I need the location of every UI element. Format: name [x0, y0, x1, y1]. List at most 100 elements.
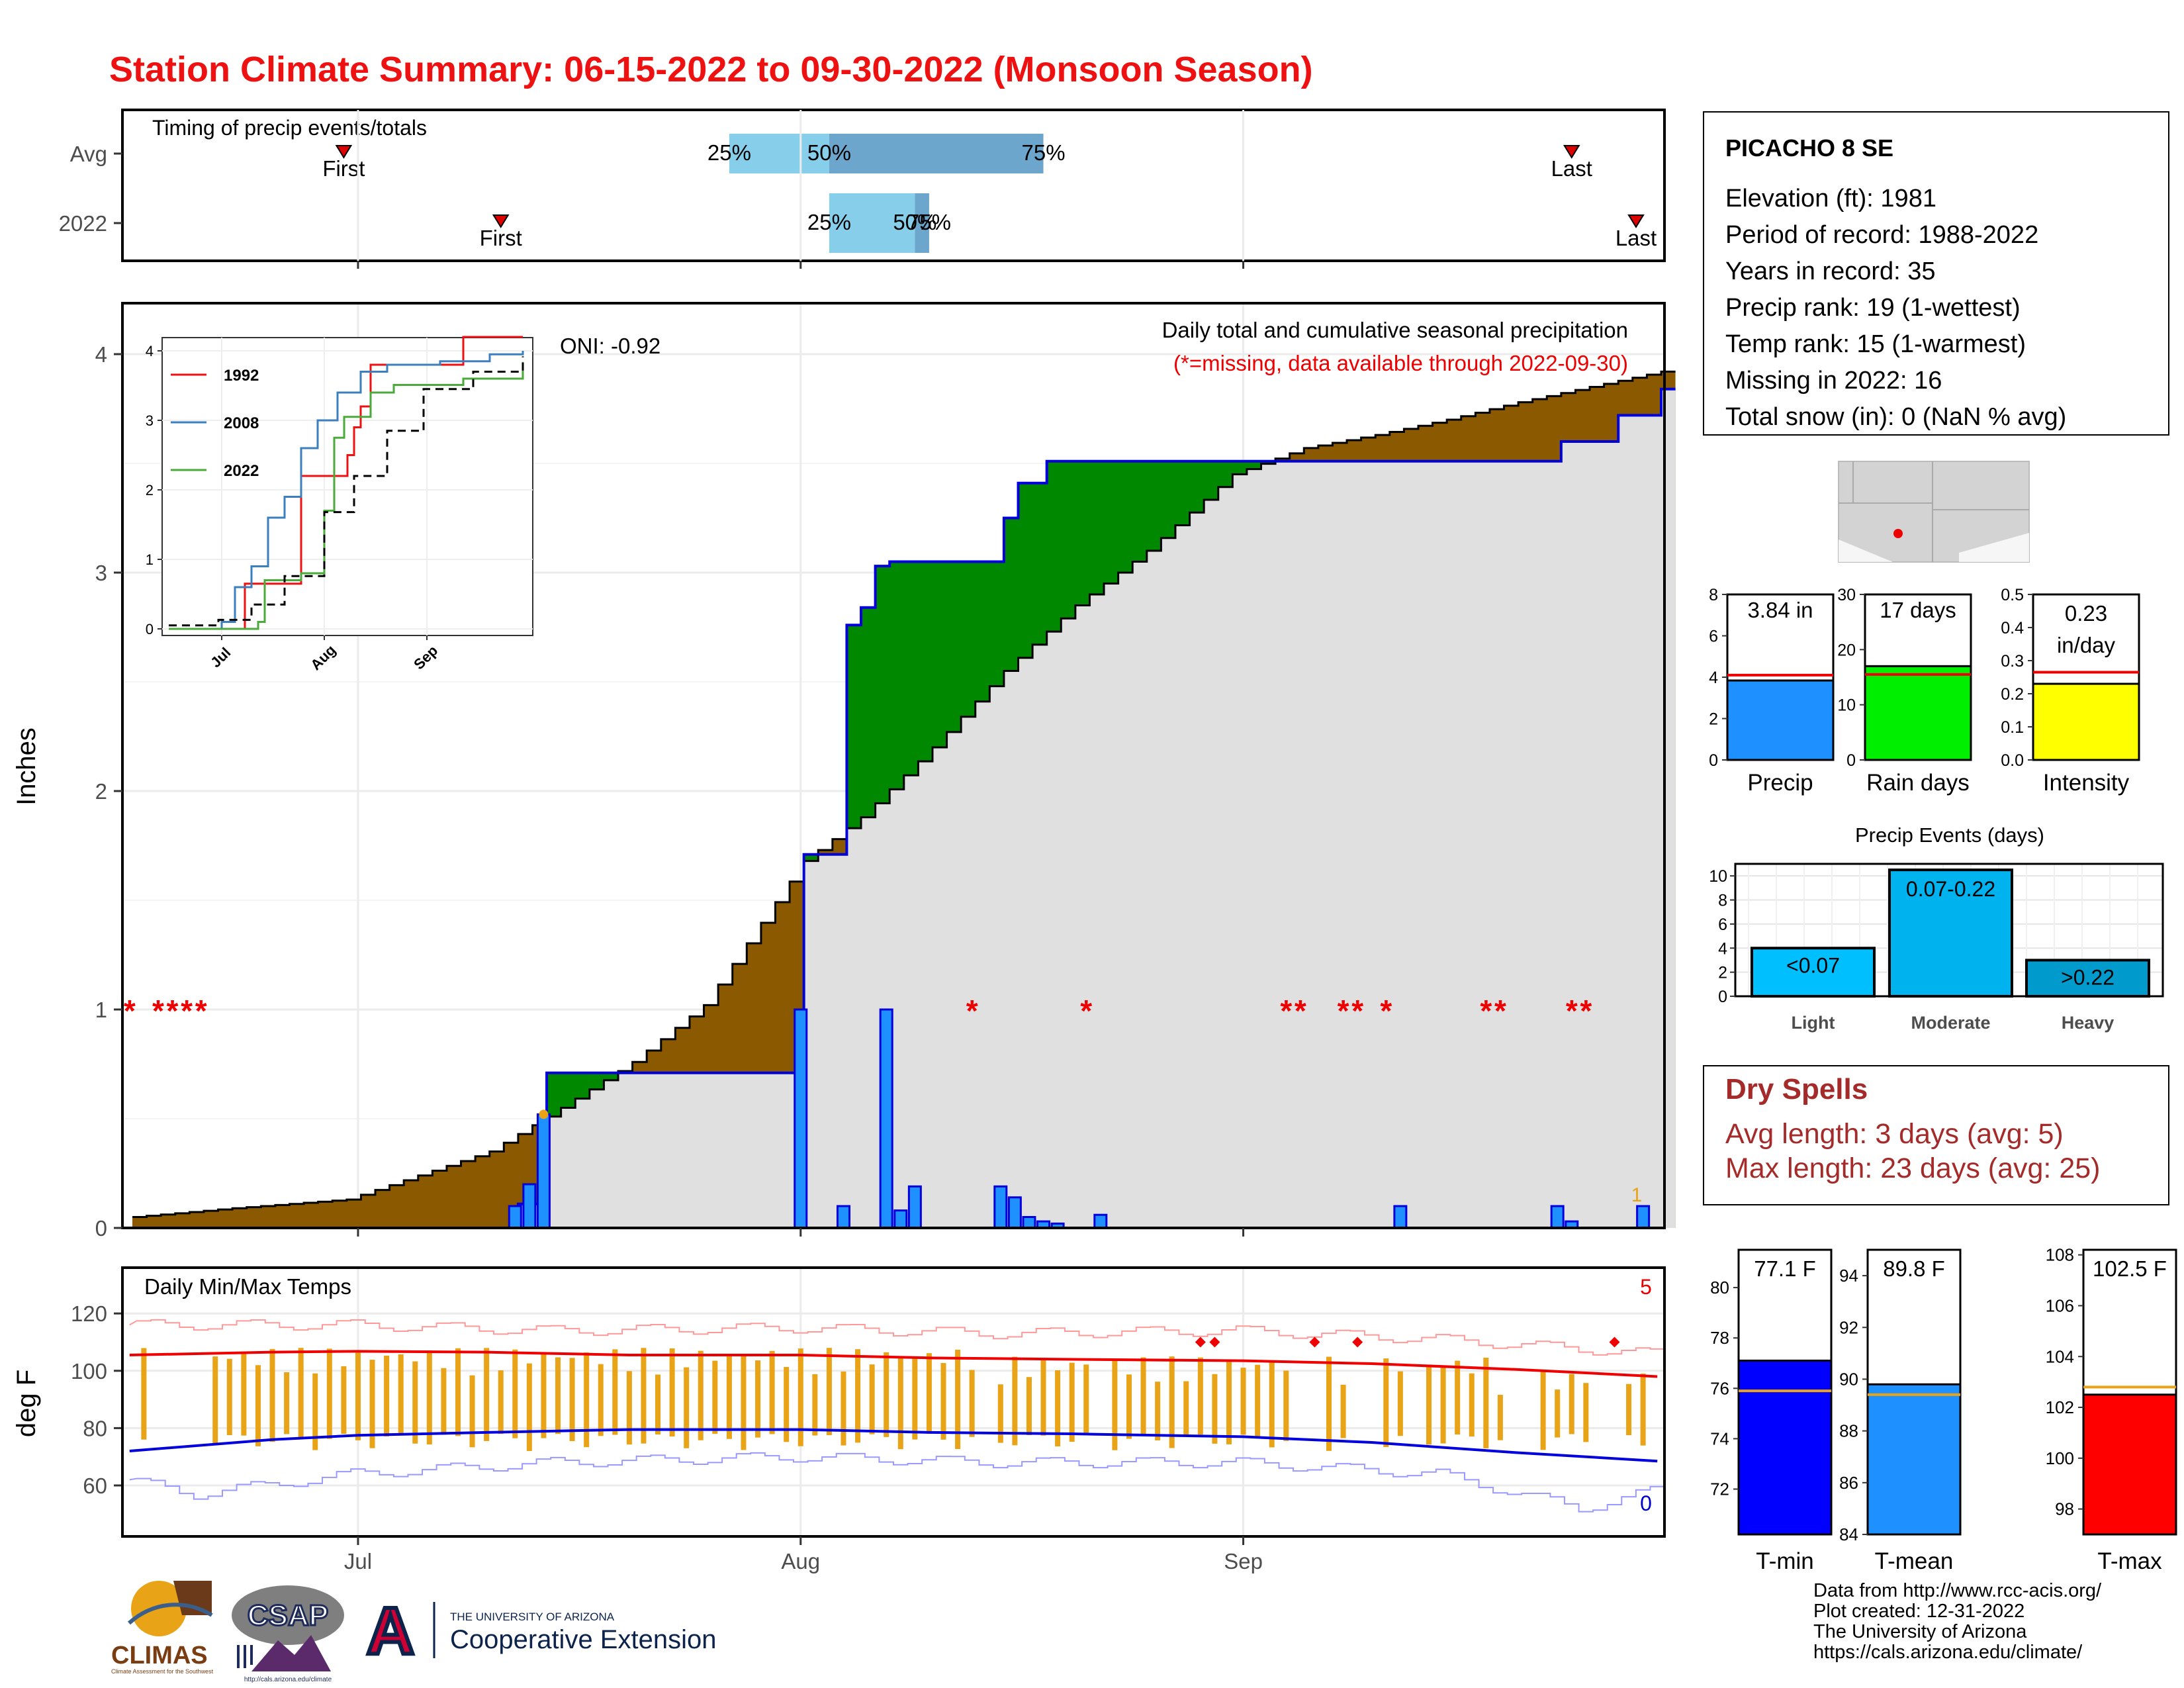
inset-series-line: [169, 361, 524, 630]
mini-bar-label: Intensity: [2043, 770, 2130, 796]
daily-temp-range-bar: [1112, 1360, 1118, 1450]
daily-temp-range-bar: [1455, 1360, 1461, 1435]
daily-temp-range-bar: [1569, 1374, 1574, 1434]
credit-line: Data from http://www.rcc-acis.org/: [1813, 1580, 2102, 1601]
daily-temp-range-bar: [1155, 1382, 1161, 1440]
y-tick-label: 0: [95, 1216, 107, 1241]
mini-bar-value: 17 days: [1880, 598, 1956, 622]
daily-temp-range-bar: [355, 1351, 361, 1440]
dry-title: Dry Spells: [1725, 1073, 1868, 1105]
daily-temp-range-bar: [1397, 1371, 1403, 1436]
avg-max-line: [129, 1350, 1658, 1378]
temp-content: 60 80 100 120: [71, 1268, 1664, 1536]
temp-bar-value: 102.5 F: [2093, 1256, 2167, 1281]
daily-temp-range-bar: [598, 1364, 604, 1436]
daily-temp-range-bar: [1126, 1374, 1132, 1439]
inset-y-tick-label: 1: [146, 551, 154, 568]
event-bar-range: >0.22: [2061, 965, 2115, 989]
temp-bar-tick-label: 80: [1710, 1278, 1729, 1297]
mini-bar-tick-label: 0.1: [2001, 718, 2024, 737]
mini-bar-label: Precip: [1747, 770, 1813, 796]
daily-temp-range-bar: [555, 1357, 561, 1434]
precip-ylabel: Inches: [12, 727, 41, 806]
inset-legend-label: 2008: [224, 414, 259, 432]
mini-bar-label: Rain days: [1866, 770, 1970, 796]
oni-label: ONI: -0.92: [560, 334, 660, 358]
daily-temp-range-bar: [269, 1348, 275, 1442]
daily-temp-range-bar: [726, 1354, 732, 1439]
missing-asterisk: *: [1566, 994, 1578, 1028]
mexico-region: [1839, 533, 2029, 562]
missing-asterisk: *: [1580, 994, 1592, 1028]
daily-temp-range-bar: [341, 1366, 347, 1434]
csap-rain: [237, 1645, 253, 1668]
event-bar: [1888, 868, 2013, 998]
missing-asterisk: *: [1380, 994, 1392, 1028]
mini-bar-fill: [1864, 665, 1972, 761]
daily-temp-range-bar: [626, 1371, 632, 1445]
station-line: Period of record: 1988-2022: [1725, 221, 2038, 249]
daily-temp-range-bar: [469, 1375, 475, 1448]
events-tick-label: 4: [1718, 939, 1727, 958]
inset-y-tick-label: 0: [146, 621, 154, 637]
station-frame: [1703, 111, 2169, 436]
mini-bar-tick-label: 0.0: [2001, 751, 2024, 770]
chart-title: Station Climate Summary: 06-15-2022 to 0…: [109, 50, 1313, 89]
daily-temp-range-bar: [498, 1370, 504, 1434]
daily-temp-range-bar: [1255, 1364, 1261, 1436]
csap-mountain: [251, 1635, 331, 1671]
temp-count-min: 0: [1640, 1491, 1652, 1515]
temp-ylabel: deg F: [12, 1370, 41, 1437]
daily-temp-range-bar: [398, 1354, 404, 1435]
ua-big-text: Cooperative Extension: [450, 1625, 716, 1654]
daily-temp-range-bar: [1026, 1377, 1032, 1435]
missing-asterisk: *: [1295, 994, 1306, 1028]
record-min-line: [129, 1452, 1664, 1513]
daily-temp-range-bar: [1283, 1370, 1289, 1441]
daily-temp-range-bar: [512, 1349, 518, 1438]
daily-temp-range-bar: [1226, 1360, 1232, 1444]
inset-y-tick-label: 4: [146, 343, 154, 359]
temp-y-tick-label: 80: [83, 1416, 107, 1440]
quartile-label: 50%: [807, 140, 851, 165]
station-info-box: PICACHO 8 SE Elevation (ft): 1981 Period…: [1703, 111, 2169, 436]
daily-temp-range-bar: [955, 1349, 961, 1449]
last-event-marker: [1563, 145, 1580, 159]
state-border-lines: [1839, 461, 2029, 562]
mini-bar-tick-label: 0.5: [2001, 586, 2024, 604]
timing-panel: Timing of precip events/totals 25% 50% 75%…: [59, 109, 1666, 262]
daily-temp-range-bar: [784, 1367, 790, 1442]
daily-temp-range-bar: [698, 1350, 704, 1440]
daily-temp-range-bar: [384, 1355, 390, 1437]
dry-max-line: Max length: 23 days (avg: 25): [1725, 1152, 2100, 1184]
dry-spells-box: Dry Spells Avg length: 3 days (avg: 5) M…: [1703, 1065, 2169, 1205]
inset-y-tick-label: 2: [146, 482, 154, 498]
y-tick-label: 4: [95, 342, 107, 367]
mini-bar-tick-label: 6: [1709, 628, 1718, 646]
daily-temp-range-bar: [412, 1361, 418, 1444]
quartile-label: 50%: [893, 210, 936, 234]
station-line: Missing in 2022: 16: [1725, 367, 1942, 395]
daily-temp-range-bar: [1340, 1384, 1346, 1438]
temp-y-tick-label: 120: [71, 1301, 107, 1326]
daily-precip-bar: [993, 1185, 1008, 1229]
station-line: Precip rank: 19 (1-wettest): [1725, 294, 2021, 322]
temp-bar-tick-label: 92: [1839, 1317, 1858, 1337]
quartile-label: 75%: [1021, 140, 1065, 165]
temp-frame-border: [121, 1266, 1666, 1538]
inset-series-line: [169, 351, 524, 630]
csap-url: http://cals.arizona.edu/climate: [244, 1676, 332, 1683]
timing-row-label: 2022: [59, 211, 107, 236]
mini-bar-tick-label: 8: [1709, 586, 1718, 604]
temp-y-tick-label: 100: [71, 1359, 107, 1383]
inset-y-tick-label: 3: [146, 412, 154, 429]
daily-temp-range-bar: [1555, 1389, 1561, 1438]
mini-bar-tick-label: 20: [1837, 641, 1856, 659]
precip-frame-border: [121, 302, 1666, 1229]
mini-bar-tick-label: 0.4: [2001, 619, 2024, 637]
daily-temp-range-bar: [569, 1358, 575, 1442]
daily-temp-range-bar: [612, 1349, 618, 1435]
quartile-label: 25%: [807, 210, 851, 234]
